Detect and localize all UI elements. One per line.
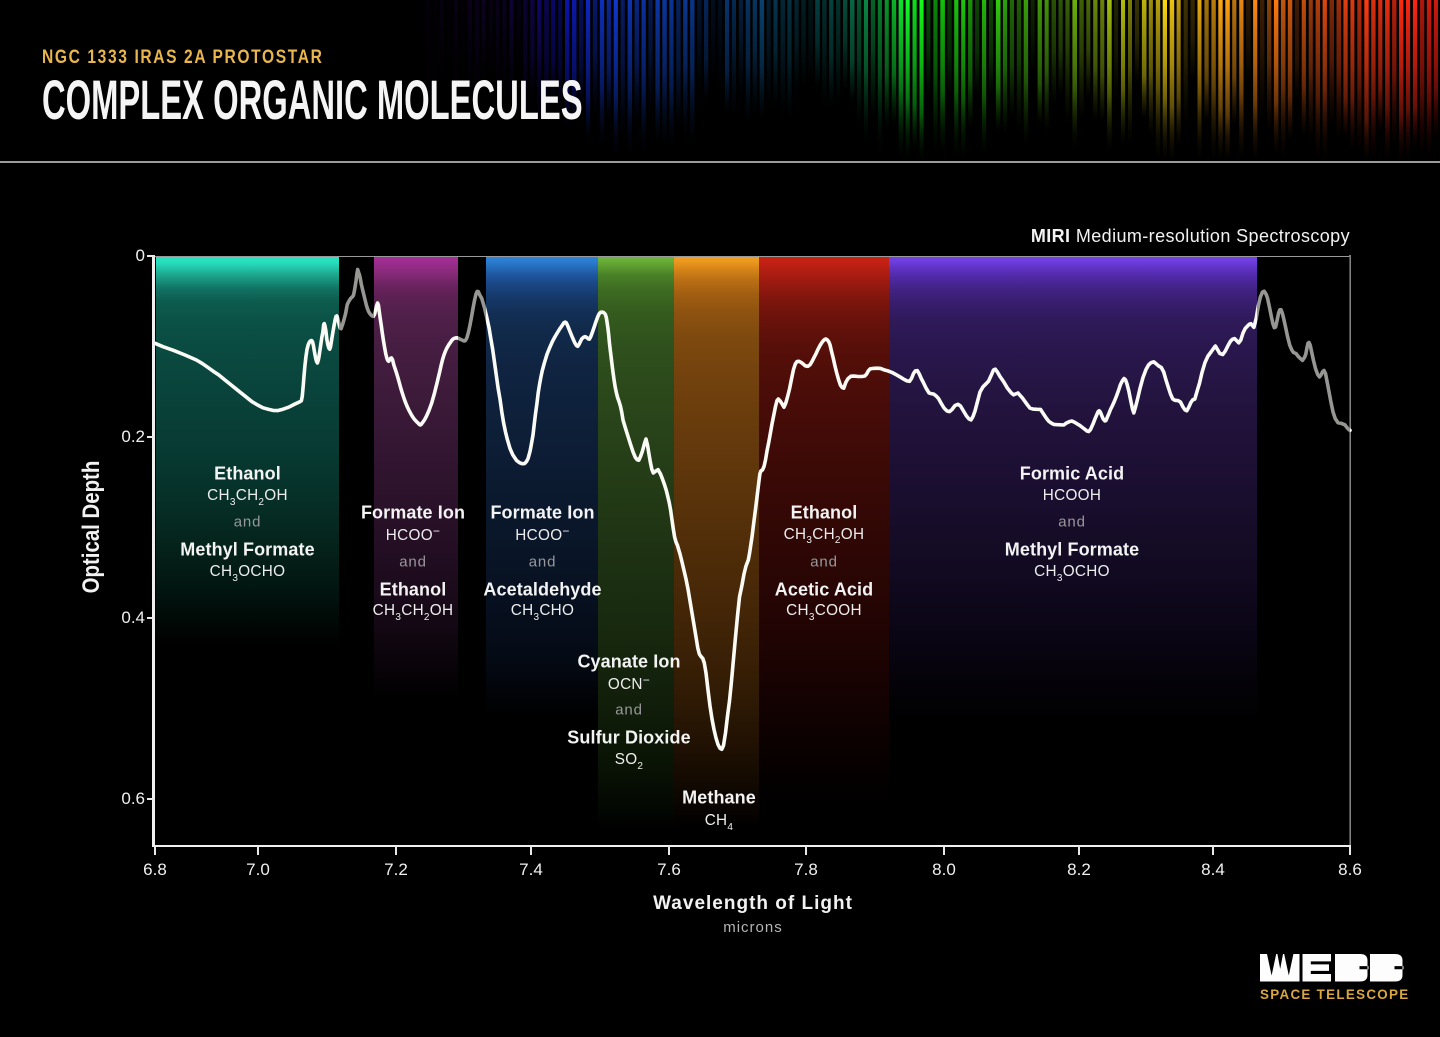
svg-text:SPACE TELESCOPE: SPACE TELESCOPE xyxy=(1260,987,1408,1002)
